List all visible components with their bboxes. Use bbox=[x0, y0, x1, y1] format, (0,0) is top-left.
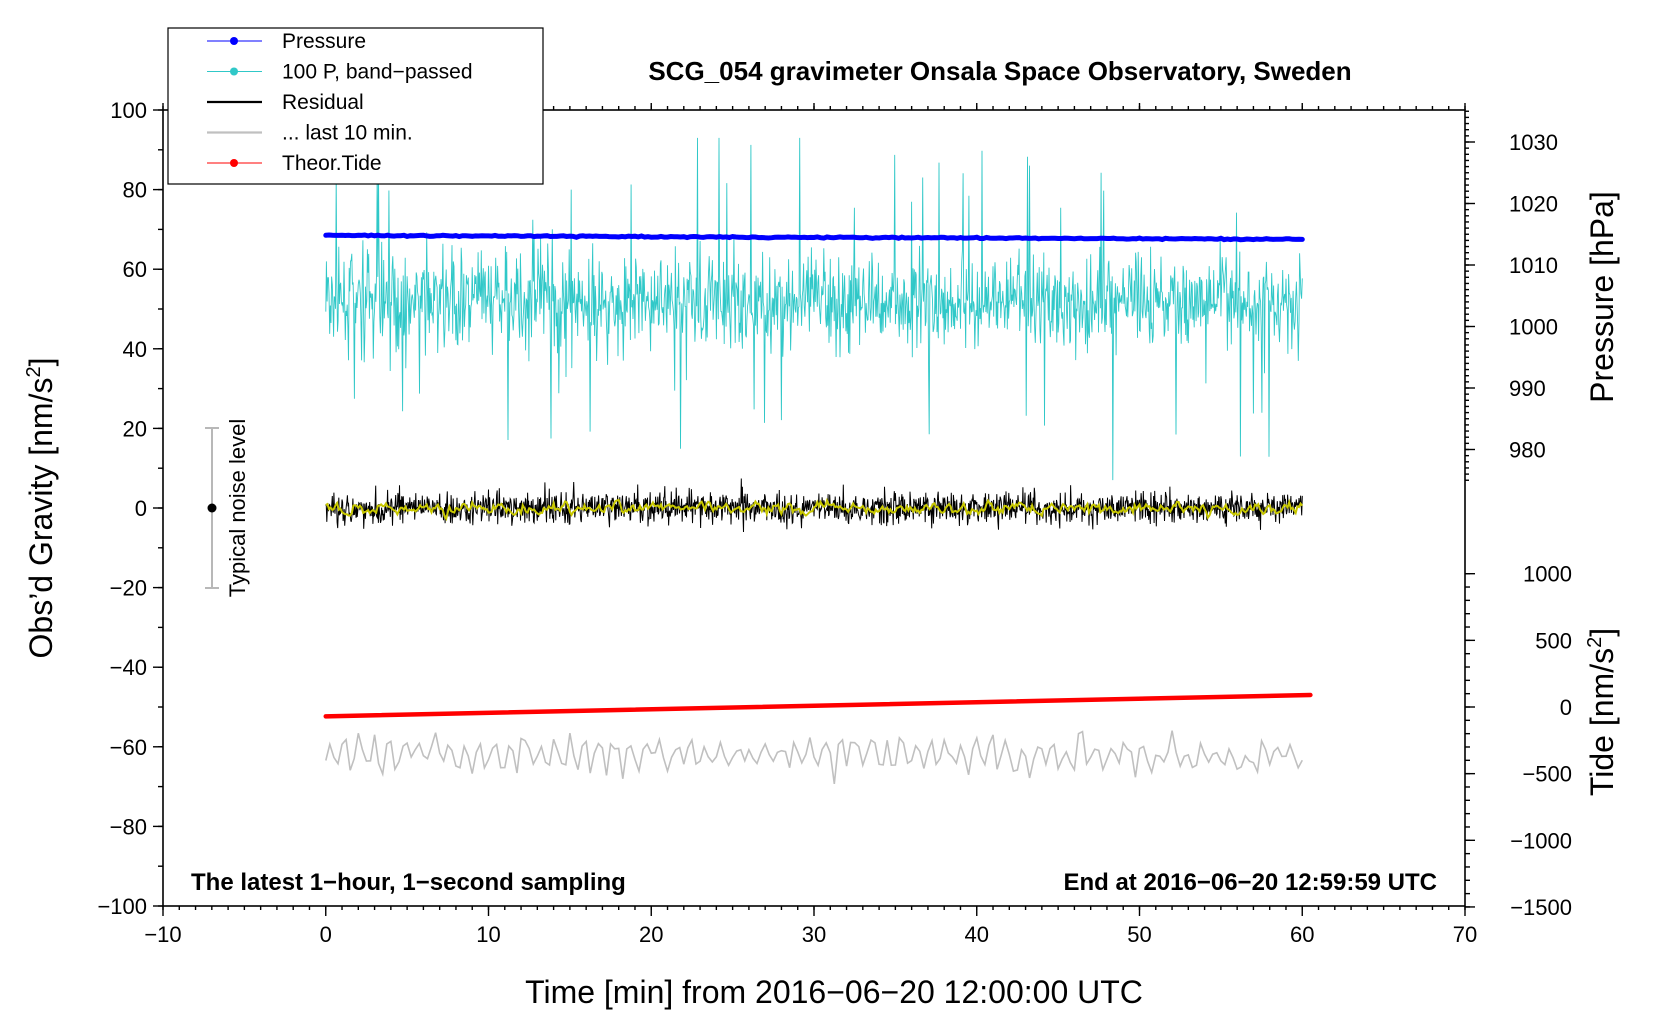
x-tick-label: 70 bbox=[1453, 922, 1477, 947]
y-left-tick-label: −80 bbox=[110, 814, 147, 839]
y-left-tick-label: −20 bbox=[110, 576, 147, 601]
theoretical-tide-line bbox=[323, 692, 1313, 719]
pressure-tick-label: 990 bbox=[1509, 376, 1546, 401]
tide-tick-label: 1000 bbox=[1523, 562, 1572, 587]
chart-title: SCG_054 gravimeter Onsala Space Observat… bbox=[648, 56, 1351, 86]
y-axis-left-label-main: Obs’d Gravity [nm/s bbox=[23, 378, 59, 659]
axis-ticks: −10 0 10 20 30 40 50 60 70100806040200−20−40−60−… bbox=[97, 98, 1572, 947]
y-axis-tide-label-main: Tide [nm/s bbox=[1584, 648, 1620, 796]
legend-marker-0 bbox=[230, 37, 238, 45]
legend-label-4: Theor.Tide bbox=[282, 152, 382, 175]
y-left-tick-label: 60 bbox=[123, 257, 147, 282]
legend-label-2: Residual bbox=[282, 91, 364, 114]
pressure-tick-label: 1030 bbox=[1509, 130, 1558, 155]
y-left-tick-label: −40 bbox=[110, 655, 147, 680]
legend: Pressure 100 P, band−passed Residual ... la… bbox=[167, 27, 544, 185]
tide-tick-label: −500 bbox=[1522, 762, 1572, 787]
tide-tick-label: 0 bbox=[1560, 695, 1572, 720]
pressure-tick-label: 1010 bbox=[1509, 253, 1558, 278]
y-axis-left-label: Obs’d Gravity [nm/s2] bbox=[23, 358, 59, 659]
last-10-min-line bbox=[325, 730, 1304, 785]
legend-box bbox=[167, 27, 544, 185]
legend-label-0: Pressure bbox=[282, 30, 366, 53]
pressure-tick-label: 1000 bbox=[1509, 315, 1558, 340]
residual-smoothed-line bbox=[325, 497, 1304, 522]
x-tick-label: 40 bbox=[965, 922, 989, 947]
noise-indicator: Typical noise level bbox=[205, 419, 250, 598]
x-tick-label: 0 bbox=[320, 922, 332, 947]
tide-tick-label: 500 bbox=[1535, 628, 1572, 653]
band-passed-pressure-line bbox=[325, 137, 1303, 481]
end-time-annotation: End at 2016−06−20 12:59:59 UTC bbox=[1063, 869, 1437, 896]
sampling-annotation: The latest 1−hour, 1−second sampling bbox=[191, 869, 626, 896]
noise-indicator-label: Typical noise level bbox=[225, 419, 250, 598]
y-axis-tide-label: Tide [nm/s2] bbox=[1584, 628, 1620, 796]
y-left-tick-label: 100 bbox=[110, 98, 147, 123]
y-axis-left-label-end: ] bbox=[23, 358, 59, 367]
y-left-tick-label: 40 bbox=[123, 337, 147, 362]
y-left-tick-label: 20 bbox=[123, 416, 147, 441]
y-axis-tide-label-end: ] bbox=[1584, 628, 1620, 637]
pressure-line bbox=[323, 232, 1305, 243]
x-tick-label: 10 bbox=[476, 922, 500, 947]
legend-marker-1 bbox=[230, 67, 238, 76]
y-left-tick-label: −60 bbox=[110, 735, 147, 760]
legend-marker-4 bbox=[230, 159, 238, 167]
legend-label-1: 100 P, band−passed bbox=[282, 61, 473, 84]
pressure-tick-label: 980 bbox=[1509, 438, 1546, 463]
x-tick-label: 30 bbox=[802, 922, 826, 947]
tide-tick-label: −1000 bbox=[1510, 828, 1572, 853]
noise-center-dot bbox=[207, 503, 217, 513]
plot-area bbox=[323, 137, 1313, 785]
y-left-tick-label: −100 bbox=[97, 894, 147, 919]
x-tick-label: 60 bbox=[1290, 922, 1314, 947]
y-left-tick-label: 80 bbox=[123, 178, 147, 203]
y-axis-pressure-label: Pressure [hPa] bbox=[1584, 191, 1620, 403]
pressure-tick-label: 1020 bbox=[1509, 192, 1558, 217]
x-tick-label: 20 bbox=[639, 922, 663, 947]
tide-tick-label: −1500 bbox=[1510, 895, 1572, 920]
y-left-tick-label: 0 bbox=[135, 496, 147, 521]
x-tick-label: −10 bbox=[144, 922, 181, 947]
y-axis-left-label-sup: 2 bbox=[23, 366, 45, 377]
x-tick-label: 50 bbox=[1127, 922, 1151, 947]
y-axis-tide-label-sup: 2 bbox=[1584, 637, 1606, 648]
legend-label-3: ... last 10 min. bbox=[282, 122, 413, 145]
residual-line bbox=[325, 478, 1303, 533]
x-axis-label: Time [min] from 2016−06−20 12:00:00 UTC bbox=[525, 974, 1143, 1010]
